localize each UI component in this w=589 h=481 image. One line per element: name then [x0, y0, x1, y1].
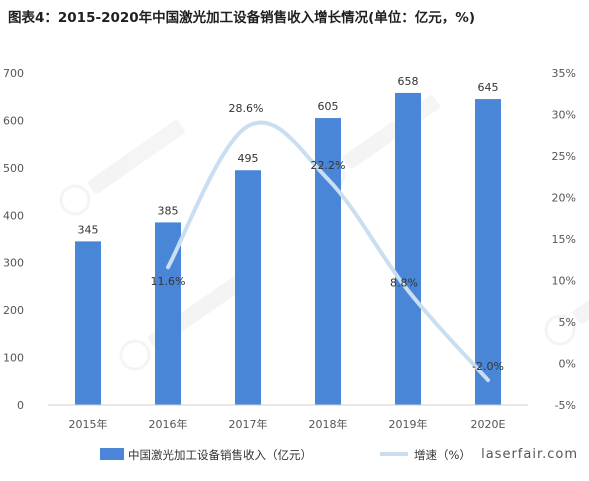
bar-4 [395, 92, 421, 406]
y-right-tick-label: 15% [552, 233, 576, 246]
y-right-tick-label: 20% [552, 192, 576, 205]
bar-5 [475, 99, 501, 405]
line-value-label: -2.0% [472, 360, 504, 373]
x-tick-label: 2019年 [389, 417, 428, 431]
y-right-tick-label: 35% [552, 67, 576, 80]
bar-value-label: 495 [238, 152, 259, 165]
y-right-tick-label: 5% [559, 316, 576, 329]
legend-bar-swatch [100, 448, 124, 460]
y-right-tick-label: 10% [552, 275, 576, 288]
x-tick-label: 2017年 [229, 417, 268, 431]
y-left-tick-label: 400 [3, 209, 24, 222]
watermark-logo [544, 250, 589, 346]
bar-value-label: 645 [478, 81, 499, 94]
bar-2 [235, 170, 261, 405]
x-tick-label: 2020E [471, 418, 506, 431]
y-right-tick-label: 30% [552, 109, 576, 122]
x-tick-label: 2015年 [69, 417, 108, 431]
y-left-tick-label: 300 [3, 257, 24, 270]
y-left-tick-label: 500 [3, 162, 24, 175]
y-left-tick-label: 0 [17, 399, 24, 412]
bar-3 [315, 118, 341, 406]
line-value-label: 11.6% [151, 275, 186, 288]
y-left-tick-label: 100 [3, 352, 24, 365]
legend-bar-label: 中国激光加工设备销售收入（亿元） [128, 448, 312, 462]
site-watermark: laserfair.com [481, 447, 578, 462]
line-value-label: 28.6% [229, 102, 264, 115]
bar-value-label: 345 [78, 223, 99, 236]
growth-line [166, 120, 490, 383]
watermark-logo [59, 120, 185, 216]
x-tick-label: 2018年 [309, 417, 348, 431]
x-tick-label: 2016年 [149, 417, 188, 431]
line-value-label: 22.2% [311, 159, 346, 172]
y-left-tick-label: 200 [3, 304, 24, 317]
y-left-tick-label: 600 [3, 114, 24, 127]
bar-value-label: 385 [158, 204, 179, 217]
legend-line-label: 增速（%） [414, 448, 471, 462]
bar-value-label: 658 [398, 75, 419, 88]
bar-0 [75, 241, 101, 405]
y-right-tick-label: 0% [559, 358, 576, 371]
y-right-tick-label: 25% [552, 150, 576, 163]
line-value-label: 8.8% [390, 276, 418, 289]
y-left-tick-label: 700 [3, 67, 24, 80]
bar-value-label: 605 [318, 100, 339, 113]
chart-title: 图表4：2015-2020年中国激光加工设备销售收入增长情况(单位：亿元，%) [8, 10, 476, 26]
y-right-tick-label: -5% [555, 399, 576, 412]
